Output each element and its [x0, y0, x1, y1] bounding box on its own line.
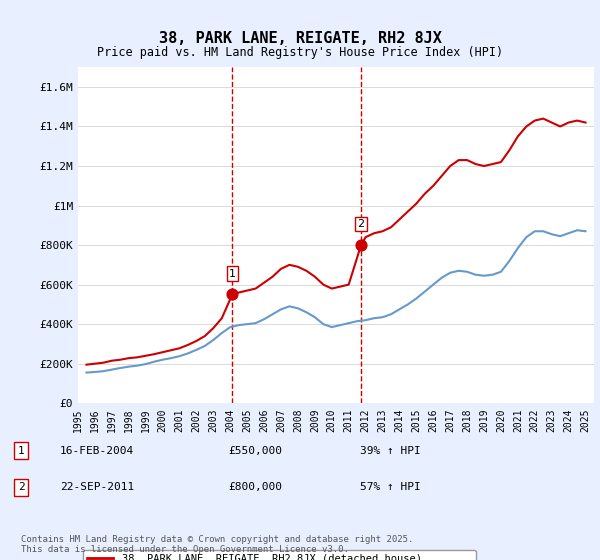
Text: £550,000: £550,000	[228, 446, 282, 456]
Text: 1: 1	[229, 269, 236, 279]
Text: 38, PARK LANE, REIGATE, RH2 8JX: 38, PARK LANE, REIGATE, RH2 8JX	[158, 31, 442, 46]
Text: 2: 2	[358, 220, 365, 229]
Point	[227, 290, 237, 299]
Text: Contains HM Land Registry data © Crown copyright and database right 2025.
This d: Contains HM Land Registry data © Crown c…	[21, 535, 413, 554]
Text: £800,000: £800,000	[228, 482, 282, 492]
Text: Price paid vs. HM Land Registry's House Price Index (HPI): Price paid vs. HM Land Registry's House …	[97, 46, 503, 59]
Text: 1: 1	[17, 446, 25, 456]
Text: 22-SEP-2011: 22-SEP-2011	[60, 482, 134, 492]
Legend: 38, PARK LANE, REIGATE, RH2 8JX (detached house), HPI: Average price, detached h: 38, PARK LANE, REIGATE, RH2 8JX (detache…	[83, 549, 476, 560]
Text: 16-FEB-2004: 16-FEB-2004	[60, 446, 134, 456]
Text: 2: 2	[17, 482, 25, 492]
Point	[356, 241, 366, 250]
Text: 39% ↑ HPI: 39% ↑ HPI	[360, 446, 421, 456]
Text: 57% ↑ HPI: 57% ↑ HPI	[360, 482, 421, 492]
